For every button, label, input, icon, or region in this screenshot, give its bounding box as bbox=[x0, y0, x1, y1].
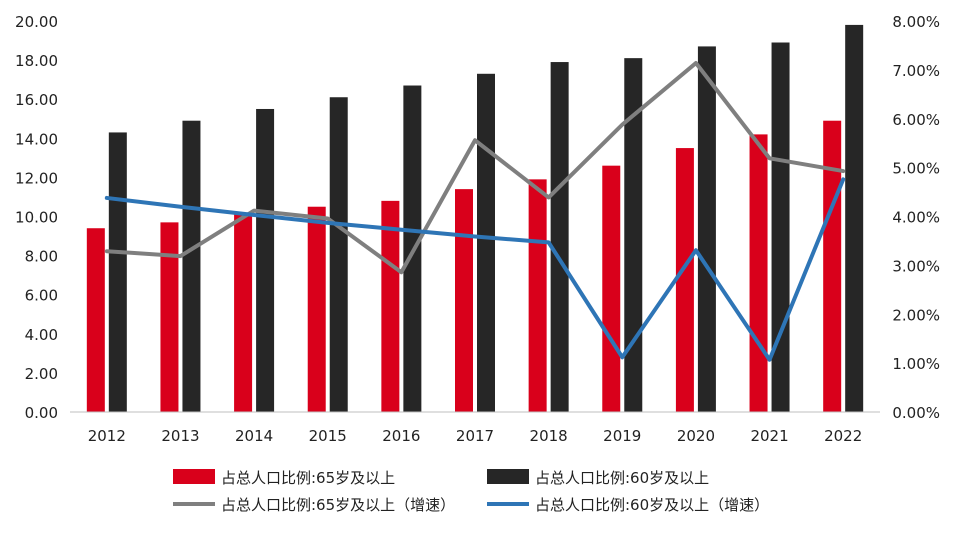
bar-age65-2012 bbox=[86, 228, 105, 412]
x-tick-label: 2013 bbox=[161, 427, 199, 445]
left-tick-label: 16.00 bbox=[15, 91, 58, 109]
bar-age65-2021 bbox=[749, 134, 768, 412]
bar-age60-2017 bbox=[477, 73, 495, 412]
bar-age60-2014 bbox=[256, 108, 275, 412]
x-tick-label: 2022 bbox=[824, 427, 862, 445]
bar-age65-2022 bbox=[823, 120, 842, 412]
legend-item-1: 占总人口比例:65岁及以上 bbox=[173, 469, 395, 487]
legend-item-4: 占总人口比例:60岁及以上（增速） bbox=[487, 496, 769, 514]
left-tick-label: 14.00 bbox=[15, 130, 58, 148]
legend-label: 占总人口比例:65岁及以上 bbox=[221, 469, 395, 487]
left-tick-label: 4.00 bbox=[25, 326, 58, 344]
line-age60-growth bbox=[104, 177, 846, 362]
bar-age60-2022 bbox=[845, 24, 864, 412]
bar-age65-2019 bbox=[602, 165, 621, 412]
lines-layer bbox=[104, 61, 846, 362]
x-tick-label: 2018 bbox=[530, 427, 568, 445]
bar-age60-2019 bbox=[624, 58, 643, 413]
x-tick-label: 2014 bbox=[235, 427, 273, 445]
left-tick-label: 12.00 bbox=[15, 169, 58, 187]
left-tick-label: 10.00 bbox=[15, 209, 58, 227]
legend: 占总人口比例:65岁及以上 占总人口比例:60岁及以上占总人口比例:65岁及以上（… bbox=[173, 469, 769, 514]
x-tick-label: 2012 bbox=[88, 427, 126, 445]
legend-swatch bbox=[173, 469, 215, 484]
right-tick-label: 7.00% bbox=[892, 62, 940, 80]
x-tick-label: 2016 bbox=[382, 427, 420, 445]
left-tick-label: 8.00 bbox=[25, 248, 58, 266]
bar-age60-2018 bbox=[550, 62, 569, 413]
right-tick-label: 5.00% bbox=[892, 160, 940, 178]
legend-swatch bbox=[487, 469, 529, 484]
x-tick-label: 2019 bbox=[603, 427, 641, 445]
bar-age60-2013 bbox=[182, 120, 201, 412]
bar-age60-2012 bbox=[108, 132, 127, 412]
bar-age60-2015 bbox=[329, 97, 348, 413]
bar-age65-2020 bbox=[675, 148, 694, 412]
bar-age60-2020 bbox=[697, 46, 716, 412]
x-tick-label: 2020 bbox=[677, 427, 715, 445]
bar-age65-2014 bbox=[234, 214, 253, 412]
legend-label: 占总人口比例:65岁及以上（增速） bbox=[221, 496, 455, 514]
right-tick-label: 3.00% bbox=[892, 257, 940, 275]
bar-age60-2021 bbox=[771, 42, 790, 412]
bars-layer bbox=[86, 24, 864, 413]
left-tick-label: 18.00 bbox=[15, 52, 58, 70]
left-tick-label: 0.00 bbox=[25, 404, 58, 422]
bar-age65-2015 bbox=[307, 206, 326, 412]
legend-label: 占总人口比例:60岁及以上（增速） bbox=[535, 496, 769, 514]
legend-label: 占总人口比例:60岁及以上 bbox=[535, 469, 709, 487]
legend-item-3: 占总人口比例:65岁及以上（增速） bbox=[173, 496, 455, 514]
right-tick-label: 4.00% bbox=[892, 209, 940, 227]
bar-age65-2016 bbox=[381, 200, 400, 412]
left-tick-label: 20.00 bbox=[15, 13, 58, 31]
right-tick-label: 2.00% bbox=[892, 306, 940, 324]
left-tick-label: 6.00 bbox=[25, 287, 58, 305]
bar-age65-2017 bbox=[455, 189, 473, 412]
x-tick-label: 2017 bbox=[456, 427, 494, 445]
left-tick-label: 2.00 bbox=[25, 365, 58, 383]
line-age65-growth bbox=[104, 61, 846, 275]
bar-age65-2013 bbox=[160, 222, 179, 412]
right-tick-label: 0.00% bbox=[892, 404, 940, 422]
axes-layer: 0.00 2.00 4.00 6.00 8.00 10.00 12.00 14.00 16.00… bbox=[15, 13, 940, 445]
right-tick-label: 1.00% bbox=[892, 355, 940, 373]
x-tick-label: 2015 bbox=[309, 427, 347, 445]
x-tick-label: 2021 bbox=[750, 427, 788, 445]
right-tick-label: 6.00% bbox=[892, 111, 940, 129]
bar-age65-2018 bbox=[528, 179, 547, 412]
right-tick-label: 8.00% bbox=[892, 13, 940, 31]
legend-item-2: 占总人口比例:60岁及以上 bbox=[487, 469, 709, 487]
